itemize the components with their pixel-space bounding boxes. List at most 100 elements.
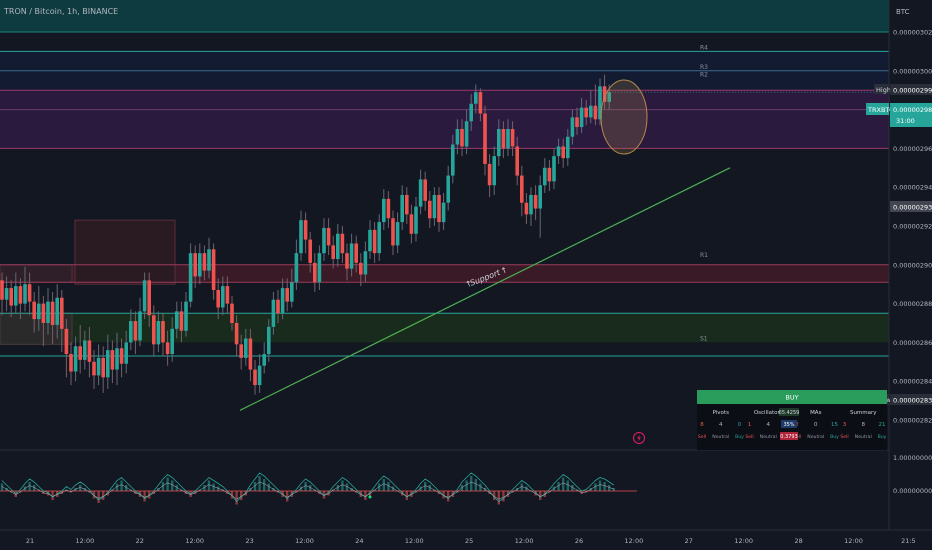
candle-body (64, 328, 69, 355)
candle-body (37, 303, 41, 320)
technicals-count: 1 (748, 422, 752, 428)
price-axis[interactable]: 0.00000302 0.00000300 0.00000296 0.00000294… (893, 29, 932, 425)
candle-body (124, 342, 128, 364)
candle-body (506, 129, 510, 149)
last-price: 0.00000298 (893, 106, 932, 114)
candle-body (598, 86, 602, 120)
technicals-sublabel: Neutral (712, 434, 729, 440)
candle-body (446, 175, 450, 203)
price-zone (0, 264, 889, 283)
candle-body (451, 144, 455, 176)
time-tick-label: 23 (245, 537, 253, 545)
candle-body (308, 239, 312, 263)
rsi-label: 65.4259 (779, 410, 800, 416)
rsi-value-bg (780, 432, 798, 440)
candle-body (322, 227, 326, 254)
candle-body (221, 286, 225, 308)
candle-body (607, 92, 611, 102)
technicals-count: 3 (843, 422, 847, 428)
candle-body (372, 229, 377, 254)
lightning-icon-ring (633, 432, 645, 444)
candle-body (14, 286, 18, 306)
candle-body (437, 194, 441, 223)
price-tick-label: 0.00000288 (893, 300, 932, 308)
pivot-label: R3 (700, 64, 708, 71)
candle-body (55, 297, 59, 325)
candle-body (32, 301, 36, 320)
candle-body (18, 286, 23, 304)
candle-body (170, 328, 174, 355)
candle-body (152, 315, 156, 345)
time-tick-label: 27 (685, 537, 693, 545)
time-axis[interactable]: 21 12:00 22 12:00 23 12:00 24 12:00 25 12:00 26 12:… (26, 537, 916, 545)
candle-body (492, 156, 496, 186)
candle-body (336, 233, 340, 259)
candle-body (377, 222, 381, 254)
time-tick-label: 12:00 (734, 537, 753, 545)
price-tick-label: 0.00000294 (893, 184, 932, 192)
technicals-sublabel: Sell (745, 434, 753, 440)
candle-body (27, 284, 32, 302)
candle-body (566, 136, 570, 159)
candle-body (290, 282, 294, 302)
price-zone (0, 313, 889, 343)
candle-body (317, 253, 322, 283)
oscillator-signal-line (1, 472, 615, 503)
pivot-label: R4 (700, 44, 708, 51)
highlight-ellipse (600, 79, 648, 155)
candle-body (382, 198, 386, 223)
candle-body (83, 340, 87, 360)
price-tick-label: 0.00000292 (893, 223, 932, 231)
candle-body (432, 194, 437, 219)
candle-body (129, 321, 133, 343)
candle-body (184, 301, 188, 331)
candle-body (239, 344, 243, 358)
price-tick-label: 0.00000284 (893, 378, 932, 386)
candle-body (225, 286, 230, 304)
support-trendline[interactable] (239, 167, 731, 411)
time-tick-label: 12:00 (76, 537, 95, 545)
candle-body (119, 348, 124, 364)
time-tick-label: 12:00 (185, 537, 204, 545)
technicals-sublabel: Sell (698, 434, 706, 440)
candle-body (299, 220, 303, 254)
candle-body (589, 105, 593, 118)
candle-body (561, 146, 565, 159)
candle-body (23, 284, 27, 304)
candle-body (179, 311, 184, 331)
highlight-circle (600, 79, 648, 155)
ticker-tag-label: TRXBTC (867, 106, 894, 114)
candle-body (165, 342, 170, 355)
oscillator-top-label: 1.00000000 (893, 454, 932, 462)
candle-body (345, 253, 349, 269)
rsi-pct: 35% (783, 422, 794, 428)
high-tag-label: High (876, 86, 891, 94)
support-line[interactable] (239, 167, 731, 411)
candle-body (483, 113, 487, 164)
candle-body (248, 338, 253, 370)
candle-body (276, 299, 280, 314)
candle-body (262, 354, 266, 366)
candle-body (92, 361, 96, 376)
candle-body (575, 117, 579, 128)
lightning-icon[interactable] (633, 432, 645, 444)
candle-body (510, 129, 515, 147)
technicals-count: 21 (879, 422, 886, 428)
price-tick-label: 0.00000302 (893, 29, 932, 37)
candle-body (556, 146, 561, 157)
candle-body (391, 218, 395, 246)
price-tick-label: 0.00000290 (893, 261, 932, 269)
candle-body (9, 288, 13, 306)
time-tick-label: 24 (355, 537, 363, 545)
low-value: 0.00000283 (893, 397, 932, 405)
candle-body (202, 253, 207, 271)
time-tick-label: 12:00 (295, 537, 314, 545)
support-arrow-right: ↑ (500, 265, 509, 276)
candle-body (570, 117, 575, 137)
candle-body (602, 86, 607, 102)
candle-body (414, 206, 418, 234)
resistance-box (0, 264, 73, 283)
candle-body (579, 107, 584, 128)
